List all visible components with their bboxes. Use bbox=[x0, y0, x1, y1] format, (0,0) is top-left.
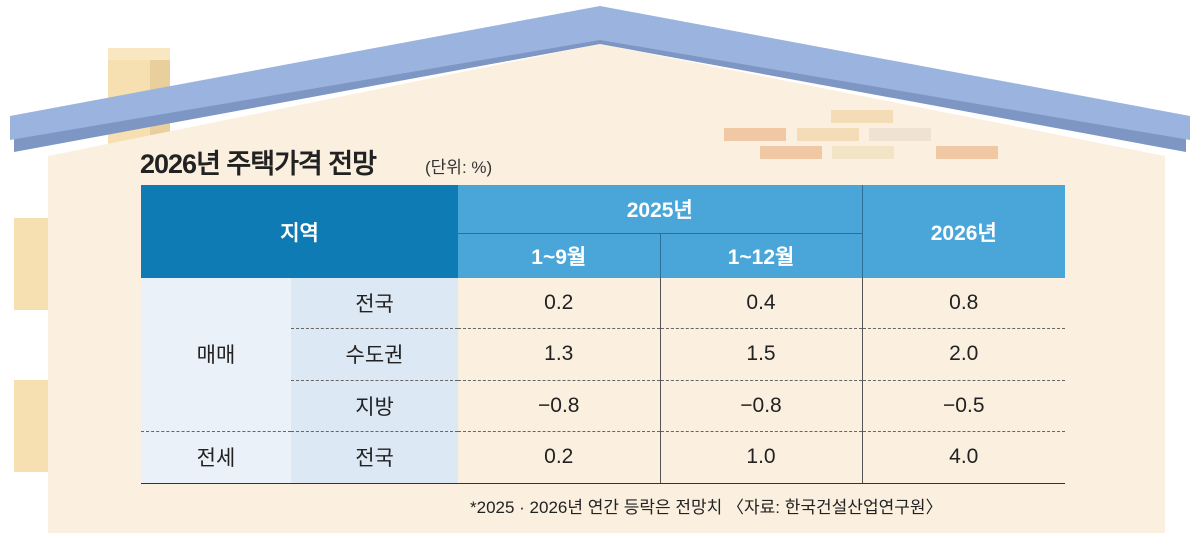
cell-value: 0.2 bbox=[458, 278, 661, 329]
side-brick bbox=[14, 218, 48, 310]
cell-value: 0.8 bbox=[861, 278, 1066, 329]
brick bbox=[760, 146, 822, 159]
brick bbox=[936, 146, 998, 159]
header-1-9: 1~9월 bbox=[458, 233, 661, 278]
cell-value: −0.5 bbox=[861, 380, 1066, 432]
brick bbox=[724, 128, 786, 141]
header-region: 지역 bbox=[141, 185, 459, 278]
category-jeonse: 전세 bbox=[141, 431, 291, 484]
roof bbox=[10, 6, 1190, 140]
cell-value: 1.5 bbox=[659, 328, 863, 381]
chart-title: 2026년 주택가격 전망 bbox=[140, 149, 377, 179]
side-brick bbox=[14, 380, 48, 472]
brick bbox=[831, 110, 893, 123]
category-maemae: 매매 bbox=[141, 278, 291, 432]
header-2025: 2025년 bbox=[458, 185, 863, 234]
row-label: 전국 bbox=[291, 278, 459, 329]
cell-value: 1.3 bbox=[458, 328, 661, 381]
cell-value: 0.4 bbox=[659, 278, 863, 329]
chimney-top bbox=[108, 48, 170, 60]
row-label: 지방 bbox=[291, 380, 459, 432]
source-footnote: *2025 · 2026년 연간 등락은 전망치 〈자료: 한국건설산업연구원〉 bbox=[470, 498, 943, 517]
cell-value: −0.8 bbox=[659, 380, 863, 432]
forecast-table: 지역 2025년 2026년 1~9월 1~12월 매매 전국 0.2 0.4 … bbox=[141, 185, 1066, 484]
cell-value: 0.2 bbox=[458, 431, 661, 484]
cell-value: 1.0 bbox=[659, 431, 863, 484]
header-2026: 2026년 bbox=[861, 185, 1066, 278]
row-label: 전국 bbox=[291, 431, 459, 484]
brick bbox=[797, 128, 859, 141]
cell-value: −0.8 bbox=[458, 380, 661, 432]
cell-value: 2.0 bbox=[861, 328, 1066, 381]
unit-label: (단위: %) bbox=[425, 158, 493, 177]
row-label: 수도권 bbox=[291, 328, 459, 381]
brick bbox=[869, 128, 931, 141]
brick bbox=[832, 146, 894, 159]
cell-value: 4.0 bbox=[861, 431, 1066, 484]
header-1-12: 1~12월 bbox=[660, 233, 863, 278]
